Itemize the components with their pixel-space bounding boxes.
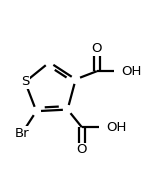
Text: O: O (92, 42, 102, 55)
Text: Br: Br (15, 127, 29, 140)
Text: O: O (77, 143, 87, 156)
Text: OH: OH (106, 121, 127, 134)
Text: S: S (21, 75, 29, 89)
Text: OH: OH (121, 65, 142, 78)
